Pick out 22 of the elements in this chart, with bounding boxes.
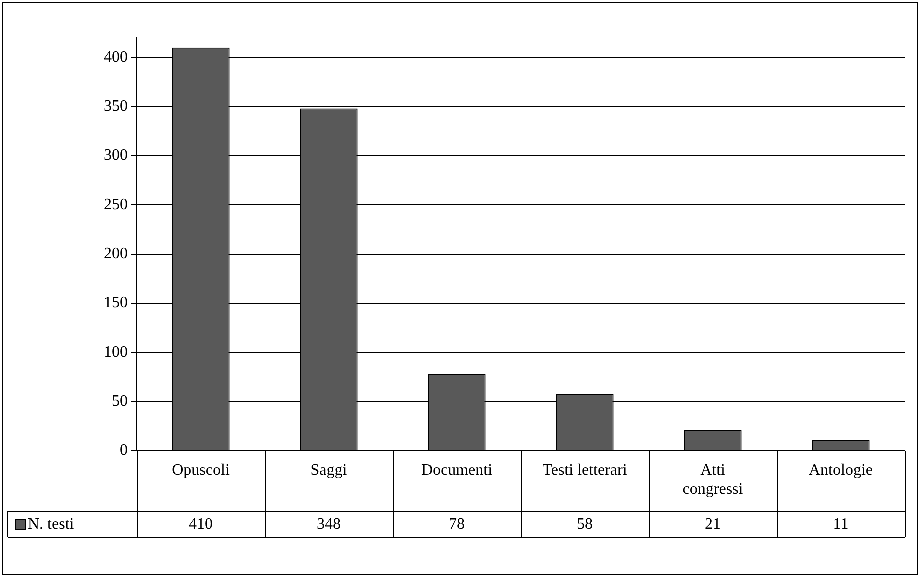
x-tick-label: Testi letterari: [542, 462, 628, 479]
y-tick-label: 100: [104, 344, 128, 361]
data-label: 348: [317, 516, 341, 534]
x-tick-label: Atti congressi: [682, 462, 744, 498]
x-tick-label: Documenti: [421, 462, 494, 479]
x-tick-label: Saggi: [310, 462, 348, 479]
legend-label: N. testi: [28, 516, 75, 534]
x-tick-label: Opuscoli: [172, 462, 230, 479]
y-tick-label: 400: [104, 48, 128, 66]
data-label: 78: [449, 516, 465, 534]
y-tick-label: 300: [104, 147, 128, 164]
data-label: 21: [705, 516, 721, 534]
y-tick-label: 50: [112, 393, 128, 410]
data-label: 11: [833, 516, 849, 534]
y-tick-label: 0: [120, 442, 128, 460]
y-tick-label: 250: [104, 196, 128, 214]
data-label: 58: [577, 516, 593, 534]
y-tick-label: 200: [104, 246, 128, 263]
y-tick-label: 150: [104, 294, 128, 312]
x-tick-label: Antologie: [809, 462, 873, 479]
y-tick-label: 350: [104, 98, 128, 116]
data-label: 410: [189, 516, 213, 534]
